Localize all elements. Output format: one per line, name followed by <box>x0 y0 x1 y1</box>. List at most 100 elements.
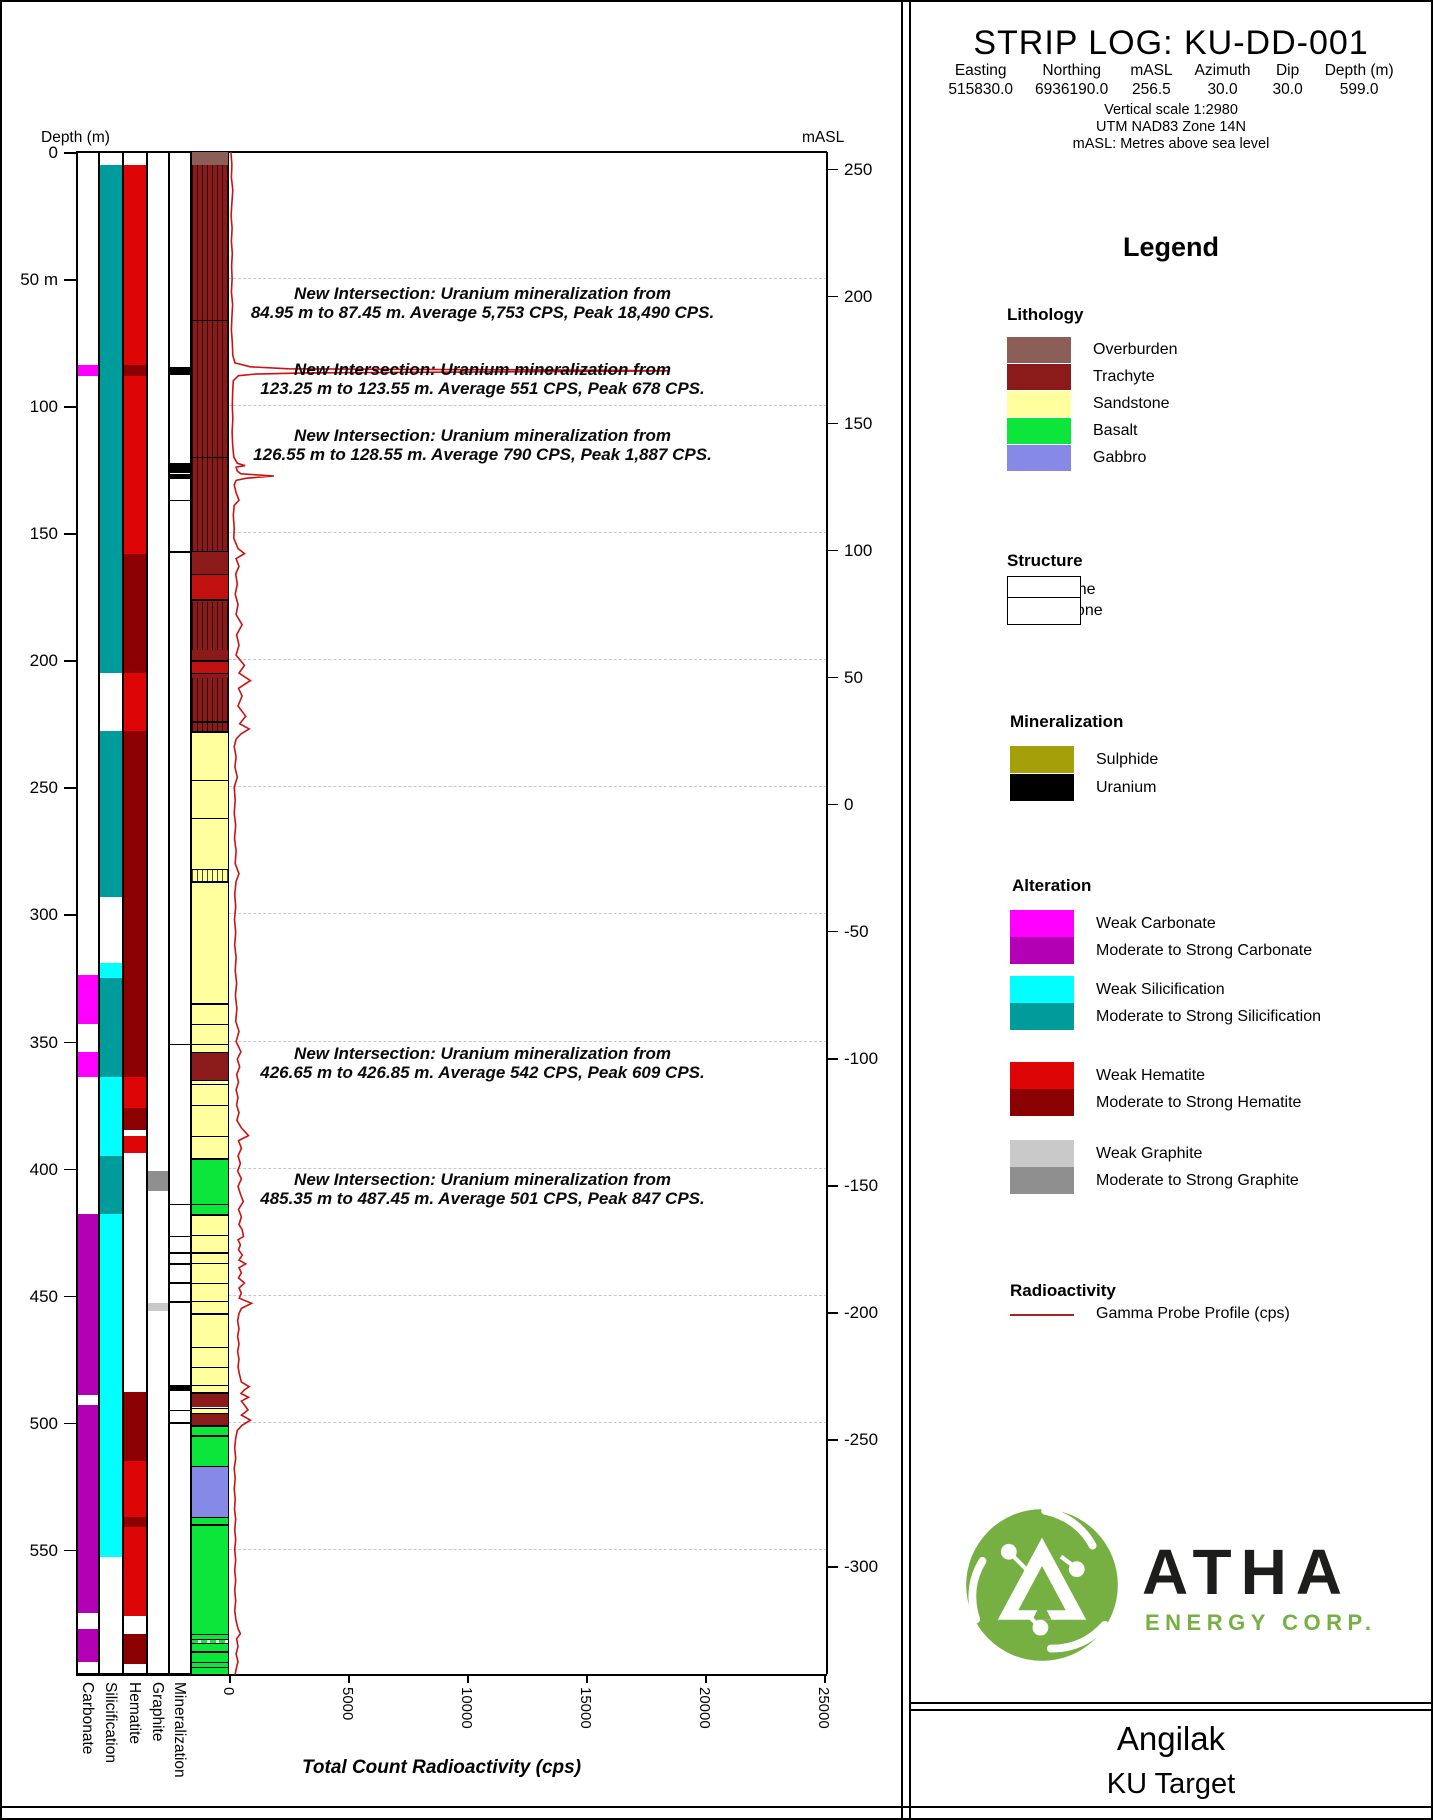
hematite-interval <box>124 365 146 376</box>
collar-field-easting: Easting 515830.0 <box>948 62 1014 98</box>
hematite-column-label: Hematite <box>126 1682 143 1745</box>
atha-subtitle: ENERGY CORP. <box>1145 1610 1377 1635</box>
alteration-label-pair: Weak Silicification Moderate to Strong Si… <box>1096 980 1321 1025</box>
masl-tick <box>827 676 838 679</box>
intersection-annotation: New Intersection: Uranium mineralization… <box>230 1044 735 1082</box>
lithology-swatch <box>1007 364 1071 390</box>
fault-zone-overlay <box>192 164 228 551</box>
annotation-line1: New Intersection: Uranium mineralization… <box>294 1044 671 1063</box>
masl-tick <box>827 803 838 806</box>
depth-tick <box>64 406 77 408</box>
carbonate-interval <box>78 365 98 376</box>
carbonate-interval <box>78 1628 98 1662</box>
depth-tick <box>64 1295 77 1298</box>
cps-tick-label: 20000 <box>696 1687 713 1729</box>
depth-tick-label: 50 m <box>20 270 58 290</box>
graphite-interval <box>148 1303 168 1311</box>
depth-tick-label: 150 <box>29 524 58 544</box>
annotation-line1: New Intersection: Uranium mineralization… <box>294 1170 671 1189</box>
masl-tick-label: -200 <box>844 1303 879 1323</box>
plot-top-line <box>76 151 827 153</box>
masl-tick <box>827 549 838 552</box>
legend-radioactivity-heading: Radioactivity <box>1010 1281 1116 1300</box>
lithology-contact <box>192 1366 228 1369</box>
alteration-swatch-pair <box>1010 1140 1074 1194</box>
lithology-interval-sandstone <box>192 1079 228 1159</box>
legend-item-basalt: Basalt <box>1007 418 1178 444</box>
lithology-contact <box>192 1214 228 1216</box>
depth-tick-label: 400 <box>29 1159 58 1179</box>
intersection-annotation: New Intersection: Uranium mineralization… <box>230 426 735 464</box>
lithology-contact <box>192 1384 228 1386</box>
masl-tick-label: -50 <box>844 921 869 941</box>
depth-tick <box>64 279 77 281</box>
collar-field-depth-m-: Depth (m) 599.0 <box>1324 62 1394 98</box>
lithology-contact <box>192 779 228 782</box>
hematite-interval <box>124 1633 146 1665</box>
depth-tick <box>64 660 77 662</box>
collar-field-dip: Dip 30.0 <box>1272 62 1303 98</box>
lithology-interval-trachyte_bright <box>192 660 228 673</box>
lithology-swatch <box>1007 418 1071 444</box>
masl-tick <box>827 1185 838 1187</box>
carbonate-interval <box>78 1051 98 1078</box>
legend-item-gabbro: Gabbro <box>1007 445 1178 471</box>
hematite-interval <box>124 1392 146 1461</box>
lithology-contact <box>192 1051 228 1053</box>
masl-tick-label: 0 <box>844 794 854 814</box>
hematite-interval <box>124 731 146 1078</box>
mineralization-interval <box>170 1422 190 1424</box>
depth-tick-label: 550 <box>29 1540 58 1560</box>
lithology-swatch <box>1007 445 1071 471</box>
annotation-line1: New Intersection: Uranium mineralization… <box>294 426 671 445</box>
cps-tick <box>824 1674 826 1683</box>
depth-tick-label: 0 <box>48 143 58 162</box>
hematite-interval <box>124 673 146 732</box>
mineralization-column <box>169 152 191 1674</box>
lithology-contact <box>192 1300 228 1303</box>
mineralization-swatch <box>1010 746 1074 773</box>
legend-title: Legend <box>1122 232 1219 262</box>
mineralization-interval <box>170 462 190 473</box>
masl-tick-label: -250 <box>844 1430 879 1450</box>
legend-lithology-items: Overburden Trachyte Sandstone Basalt Gabbro <box>1007 337 1178 471</box>
lithology-contact <box>192 1392 228 1394</box>
masl-tick <box>827 422 838 425</box>
hematite-interval <box>124 1135 146 1154</box>
depth-axis-title: Depth (m) <box>41 129 110 146</box>
depth-tick <box>64 787 77 789</box>
hematite-interval <box>124 1460 146 1517</box>
masl-tick-label: 100 <box>844 540 873 560</box>
lithology-interval-trachyte <box>192 1412 228 1426</box>
collar-field-masl: mASL 256.5 <box>1130 62 1173 98</box>
depth-tick-label: 350 <box>29 1032 58 1052</box>
cps-tick-label: 0 <box>220 1687 237 1696</box>
legend-item-label: Sulphide <box>1096 750 1159 768</box>
annotation-line1: New Intersection: Uranium mineralization… <box>294 360 671 379</box>
silicification-interval <box>100 1214 122 1558</box>
alteration-label-pair: Weak Graphite Moderate to Strong Graphite <box>1096 1144 1299 1189</box>
lithology-interval-sandstone <box>192 1407 228 1413</box>
silicification-interval <box>100 962 122 978</box>
lithology-contact <box>192 1204 228 1206</box>
lithology-contact <box>192 1524 228 1526</box>
depth-axis-line <box>76 152 78 1674</box>
cps-tick <box>586 1674 588 1683</box>
map-note: Vertical scale 1:2980 <box>1104 102 1238 118</box>
cps-axis-line <box>76 1674 827 1676</box>
annotation-line2: 485.35 m to 487.45 m. Average 501 CPS, P… <box>260 1189 705 1209</box>
hematite-interval <box>124 1516 146 1527</box>
graphite-column-label: Graphite <box>149 1682 166 1742</box>
lithology-contact <box>192 1003 228 1005</box>
lithology-contact <box>192 1313 228 1315</box>
collar-field-azimuth: Azimuth 30.0 <box>1194 62 1251 98</box>
legend-item-overburden: Overburden <box>1007 337 1178 363</box>
lithology-contact <box>192 1135 228 1137</box>
lithology-interval-sandstone <box>192 1214 228 1393</box>
intersection-annotation: New Intersection: Uranium mineralization… <box>230 284 735 322</box>
legend-structure-items: Fault ZoneShear Zone <box>1007 576 1103 625</box>
silicification-interval <box>100 977 122 1078</box>
lithology-contact <box>192 1661 228 1663</box>
collar-info-table: Easting 515830.0 Northing 6936190.0 mASL 256.… <box>913 62 1429 99</box>
